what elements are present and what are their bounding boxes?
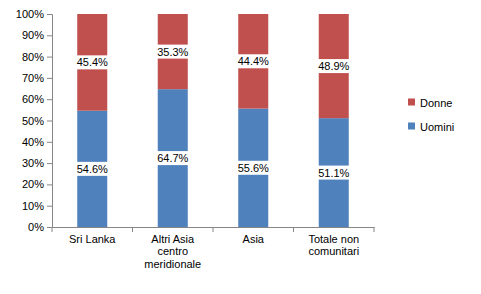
category-separator bbox=[213, 227, 214, 232]
y-tick-mark bbox=[47, 14, 52, 15]
y-tick: 100% bbox=[16, 8, 52, 20]
bar bbox=[77, 14, 107, 111]
x-tick: Altri Asiacentromeridionale bbox=[144, 233, 201, 270]
data-label-box bbox=[75, 55, 110, 69]
y-tick-mark bbox=[47, 142, 52, 143]
legend: Donne Uomini bbox=[408, 97, 454, 133]
y-tick-mark bbox=[47, 99, 52, 100]
data-label-group: 64.7% bbox=[155, 151, 190, 165]
y-tick-mark bbox=[47, 163, 52, 164]
bar bbox=[158, 14, 188, 89]
data-label-box bbox=[316, 59, 351, 73]
y-axis: 0% 10% 20% 30% 40% 50% 60% 70% 80% 90% 100% bbox=[16, 8, 53, 233]
data-label-group: 48.9% bbox=[316, 59, 351, 73]
data-label: 44.4% bbox=[238, 55, 269, 67]
y-tick: 20% bbox=[22, 178, 52, 190]
y-tick-label: 40% bbox=[22, 136, 44, 148]
data-label: 55.6% bbox=[238, 162, 269, 174]
y-tick: 70% bbox=[22, 72, 52, 84]
y-tick-label: 80% bbox=[22, 51, 44, 63]
data-label-box bbox=[236, 161, 271, 175]
bar bbox=[238, 109, 268, 227]
y-tick-label: 70% bbox=[22, 72, 44, 84]
chart: 0% 10% 20% 30% 40% 50% 60% 70% 80% 90% 100% Sri Lan… bbox=[0, 0, 481, 294]
data-label: 64.7% bbox=[157, 152, 188, 164]
data-labels: 54.6% 64.7% 55.6% 51.1% 45.4% 35.3% 44.4% 48.9% bbox=[75, 45, 352, 180]
x-tick-label: Sri Lanka bbox=[69, 233, 116, 245]
bar bbox=[319, 118, 349, 227]
y-tick-label: 30% bbox=[22, 157, 44, 169]
y-tick-mark bbox=[47, 227, 52, 228]
bar bbox=[238, 14, 268, 109]
y-tick: 80% bbox=[22, 51, 52, 63]
y-tick-mark bbox=[47, 57, 52, 58]
y-tick: 10% bbox=[22, 200, 52, 212]
data-label: 48.9% bbox=[318, 60, 349, 72]
y-tick-mark bbox=[47, 206, 52, 207]
y-tick-label: 10% bbox=[22, 200, 44, 212]
data-label-group: 54.6% bbox=[75, 162, 110, 176]
category-separator bbox=[52, 227, 53, 232]
legend-label: Uomini bbox=[420, 121, 454, 133]
data-label-group: 35.3% bbox=[155, 45, 190, 59]
y-tick: 50% bbox=[22, 115, 52, 127]
data-label-box bbox=[75, 162, 110, 176]
y-tick-mark bbox=[47, 184, 52, 185]
category-separator bbox=[132, 227, 133, 232]
x-tick: Totale noncomunitari bbox=[308, 233, 359, 258]
x-tick: Asia bbox=[243, 233, 265, 245]
y-tick: 60% bbox=[22, 93, 52, 105]
data-label-group: 55.6% bbox=[236, 161, 271, 175]
y-tick-label: 90% bbox=[22, 29, 44, 41]
data-label-box bbox=[316, 166, 351, 180]
y-tick: 30% bbox=[22, 157, 52, 169]
y-tick-label: 50% bbox=[22, 115, 44, 127]
y-axis-line bbox=[47, 15, 53, 228]
y-tick-label: 0% bbox=[28, 221, 44, 233]
legend-swatch bbox=[408, 99, 415, 106]
x-tick-label: Altri Asiacentromeridionale bbox=[144, 233, 201, 270]
y-tick: 40% bbox=[22, 136, 52, 148]
y-tick-mark bbox=[47, 121, 52, 122]
y-tick-label: 60% bbox=[22, 93, 44, 105]
category-separator bbox=[293, 227, 294, 232]
legend-swatch bbox=[408, 123, 415, 130]
y-tick-label: 20% bbox=[22, 178, 44, 190]
legend-label: Donne bbox=[420, 97, 452, 109]
data-label: 35.3% bbox=[157, 46, 188, 58]
x-axis: Sri Lanka Altri Asiacentromeridionale Asia… bbox=[53, 228, 375, 271]
y-tick-mark bbox=[47, 35, 52, 36]
bar bbox=[319, 14, 349, 118]
data-label-box bbox=[155, 151, 190, 165]
y-tick-label: 100% bbox=[16, 8, 44, 20]
bar bbox=[158, 89, 188, 227]
data-label: 54.6% bbox=[77, 163, 108, 175]
y-tick-mark bbox=[47, 78, 52, 79]
x-tick: Sri Lanka bbox=[69, 233, 116, 245]
category-separator bbox=[374, 227, 375, 232]
data-label: 45.4% bbox=[77, 56, 108, 68]
x-tick-label: Totale noncomunitari bbox=[308, 233, 359, 258]
y-tick: 90% bbox=[22, 29, 52, 41]
bar bbox=[77, 111, 107, 227]
x-tick-label: Asia bbox=[243, 233, 265, 245]
data-label-box bbox=[155, 45, 190, 59]
data-label-box bbox=[236, 54, 271, 68]
data-label: 51.1% bbox=[318, 167, 349, 179]
bars bbox=[77, 14, 349, 227]
data-label-group: 51.1% bbox=[316, 166, 351, 180]
data-label-group: 44.4% bbox=[236, 54, 271, 68]
data-label-group: 45.4% bbox=[75, 55, 110, 69]
y-tick: 0% bbox=[28, 221, 52, 233]
